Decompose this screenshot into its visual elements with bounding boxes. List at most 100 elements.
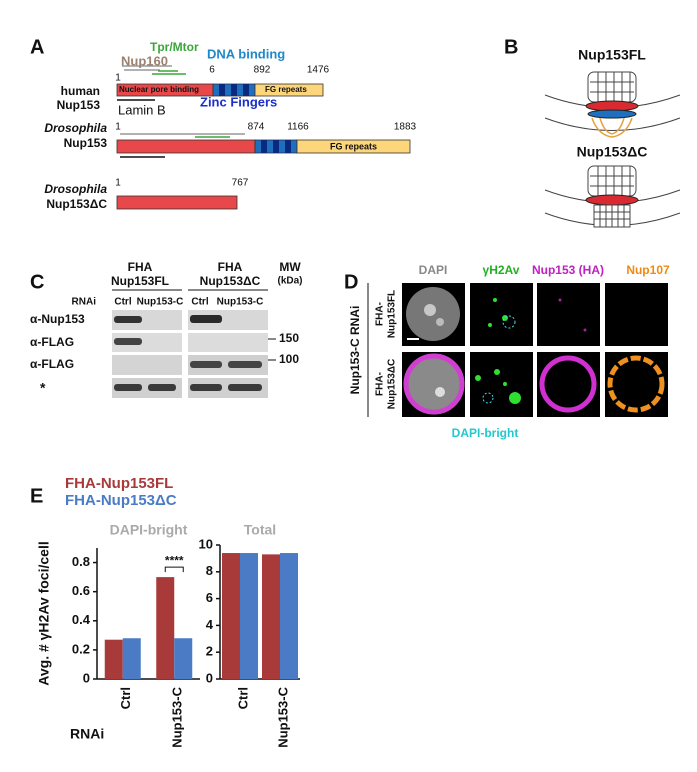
micrographs [402, 283, 668, 417]
row-label: Nup153FL [387, 290, 398, 338]
y-tick-label: 4 [206, 617, 214, 632]
footnote: DAPI-bright [452, 426, 519, 440]
x-tick-label: Ctrl [235, 687, 250, 709]
panel-label: C [30, 271, 44, 293]
binder-label: DNA binding [207, 46, 285, 61]
y-tick-label: 0 [206, 670, 213, 685]
y-tick-label: 10 [199, 536, 213, 551]
y-tick-label: 0.2 [72, 641, 90, 656]
zinc-finger [231, 84, 237, 96]
lane-label: Nup153-C [217, 297, 264, 308]
row-label: Nup153ΔC [387, 359, 398, 410]
bar [240, 553, 258, 679]
channel-label: DAPI [419, 263, 448, 277]
position: 874 [248, 122, 265, 133]
y-tick-label: 0 [83, 670, 90, 685]
diagram-title: Nup153ΔC [577, 144, 648, 160]
protein-name: Drosophila [44, 121, 107, 135]
panel-label: B [504, 36, 518, 58]
mw-marker: 100 [279, 352, 299, 366]
chart-title: DAPI-bright [110, 522, 188, 538]
blot-row-label: α-Nup153 [30, 312, 85, 326]
zinc-finger [273, 140, 279, 153]
significance-label: **** [165, 553, 184, 567]
side-label: Nup153-C RNAi [348, 306, 362, 395]
blot-row-label: α-FLAG [30, 335, 74, 349]
y-tick-label: 0.8 [72, 554, 90, 569]
protein-name: human [61, 84, 100, 98]
group-label: Nup153ΔC [200, 274, 261, 288]
y-tick-label: 6 [206, 590, 213, 605]
position: 1166 [287, 122, 309, 133]
bar [122, 638, 141, 679]
domain [296, 139, 411, 154]
position: 767 [232, 178, 249, 189]
binder-label: Tpr/Mtor [150, 40, 199, 54]
protein-name: Nup153 [64, 136, 108, 150]
group-label: FHA [218, 260, 243, 274]
significance-bracket [164, 566, 184, 573]
western-blot [112, 310, 268, 398]
protein-name: Drosophila [44, 182, 107, 196]
panel-label: D [344, 271, 358, 293]
zinc-finger [285, 140, 291, 153]
group-label: FHA [128, 260, 153, 274]
protein-name: Nup153 [57, 98, 101, 112]
y-tick-label: 8 [206, 563, 213, 578]
blot-row-label: α-FLAG [30, 357, 74, 371]
channel-label: γH2Av [483, 263, 520, 277]
bar [262, 554, 280, 679]
zinc-finger [261, 140, 267, 153]
mw-label: MW [279, 260, 301, 274]
binder-label: Zinc Fingers [200, 94, 277, 109]
lane-label: Ctrl [191, 297, 208, 308]
channel-label: Nup153 (HA) [532, 263, 604, 277]
chart-title: Total [244, 522, 276, 538]
mw-label: (kDa) [277, 276, 302, 287]
rnai-label: RNAi [70, 726, 104, 742]
domain [116, 139, 256, 154]
position: 892 [254, 65, 271, 76]
bar [280, 553, 298, 679]
domain-label: Nuclear pore binding [119, 85, 199, 94]
bar [104, 639, 123, 679]
legend-entry: FHA-Nup153FL [65, 475, 173, 492]
bar [156, 577, 175, 679]
y-tick-label: 0.6 [72, 583, 90, 598]
group-label: Nup153FL [111, 274, 169, 288]
bar [222, 553, 240, 679]
position: 1883 [394, 122, 417, 133]
domain-label: FG repeats [265, 85, 307, 94]
diagram-title: Nup153FL [578, 47, 646, 63]
y-tick-label: 2 [206, 644, 213, 659]
x-tick-label: Ctrl [118, 687, 133, 709]
legend-entry: FHA-Nup153ΔC [65, 492, 177, 509]
zinc-finger [219, 84, 225, 96]
x-tick-label: Nup153-C [170, 686, 185, 747]
bar [174, 638, 193, 679]
binder-label: Nup160 [121, 53, 168, 68]
pore-diagram [544, 165, 681, 228]
binder-label: Lamin B [118, 102, 166, 117]
pore-diagram [544, 71, 681, 138]
protein-name: Nup153ΔC [46, 197, 107, 211]
y-axis-label: Avg. # γH2Av foci/cell [36, 541, 52, 685]
domain [254, 83, 324, 97]
zinc-finger [243, 84, 249, 96]
blot-row-label: * [40, 380, 46, 396]
domain-label: FG repeats [330, 141, 377, 151]
rnai-label: RNAi [72, 297, 97, 308]
y-tick-label: 0.4 [72, 612, 91, 627]
position: 1 [115, 122, 121, 133]
row-label: FHA- [375, 372, 386, 396]
row-label: FHA- [375, 302, 386, 326]
domain [116, 195, 238, 210]
panel-label: A [30, 36, 44, 58]
position: 1 [115, 73, 121, 84]
x-tick-label: Nup153-C [275, 686, 290, 747]
mw-marker: 150 [279, 331, 299, 345]
lane-label: Ctrl [114, 297, 131, 308]
channel-label: Nup107 [626, 263, 670, 277]
position: 6 [209, 65, 215, 76]
